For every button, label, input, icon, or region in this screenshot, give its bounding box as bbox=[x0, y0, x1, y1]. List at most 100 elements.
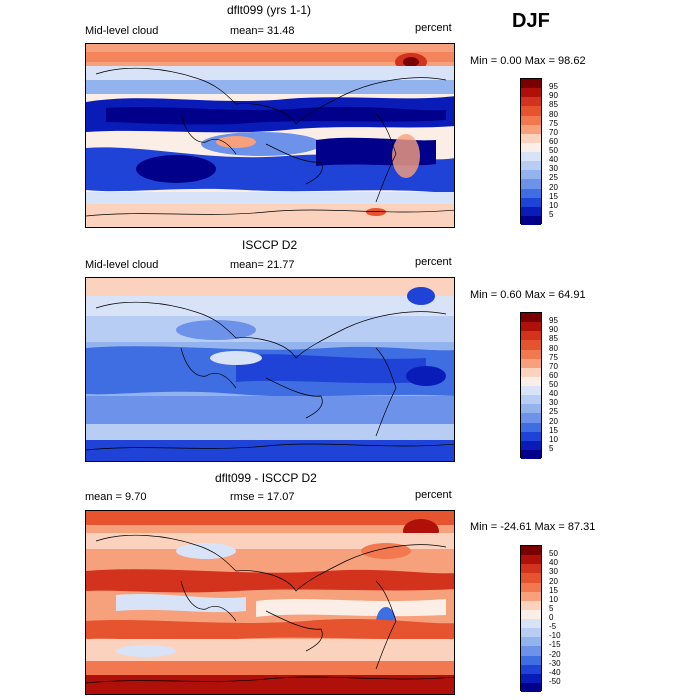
colorbar-tick-label: 30 bbox=[549, 567, 558, 577]
panel1-field: Mid-level cloud bbox=[85, 25, 159, 37]
colorbar-swatch bbox=[521, 124, 541, 134]
colorbar-tick-label: 50 bbox=[549, 380, 558, 389]
colorbar-swatch bbox=[521, 376, 541, 386]
colorbar-tick-label: 40 bbox=[549, 155, 558, 165]
panel2-map bbox=[85, 277, 455, 462]
colorbar-tick-label: 95 bbox=[549, 316, 558, 326]
colorbar-tick-label: -40 bbox=[549, 667, 561, 677]
colorbar-tick-label: 20 bbox=[549, 182, 558, 192]
colorbar-tick-label: 40 bbox=[549, 558, 558, 568]
colorbar-swatch bbox=[521, 395, 541, 405]
colorbar-tick-label: 90 bbox=[549, 325, 558, 335]
panel2-field: Mid-level cloud bbox=[85, 259, 159, 271]
colorbar-tick-label: 50 bbox=[549, 146, 558, 155]
panel2-map-field bbox=[86, 278, 454, 461]
colorbar-tick-label: 70 bbox=[549, 361, 558, 371]
colorbar-swatch bbox=[521, 413, 541, 423]
panel1-title: dflt099 (yrs 1-1) bbox=[227, 3, 312, 17]
colorbar-tick-label: 15 bbox=[549, 425, 558, 435]
colorbar-tick-label: -30 bbox=[549, 658, 561, 668]
colorbar-swatch bbox=[521, 673, 541, 683]
colorbar-swatch bbox=[521, 591, 541, 601]
colorbar-tick-label: -15 bbox=[549, 640, 561, 650]
colorbar-tick-label: 15 bbox=[549, 585, 558, 595]
colorbar-tick-label: 85 bbox=[549, 100, 558, 110]
colorbar-tick-label: 20 bbox=[549, 576, 558, 586]
panel3-map-field bbox=[86, 511, 454, 694]
panel1-units: percent bbox=[415, 22, 452, 34]
panel2-title: ISCCP D2 bbox=[242, 238, 298, 252]
colorbar-tick-label: 5 bbox=[549, 603, 554, 613]
panel1-map bbox=[85, 43, 455, 228]
colorbar-tick-label: 20 bbox=[549, 416, 558, 426]
panel1-mean: mean= 31.48 bbox=[230, 25, 295, 37]
colorbar-tick-label: -5 bbox=[549, 622, 557, 632]
colorbar-swatch bbox=[521, 386, 541, 396]
colorbar-tick-label: -10 bbox=[549, 631, 561, 641]
colorbar-swatch bbox=[521, 404, 541, 414]
colorbar-swatch bbox=[521, 440, 541, 450]
colorbar-tick-label: 75 bbox=[549, 352, 558, 362]
panel3-minmax: Min = -24.61 Max = 87.31 bbox=[470, 521, 596, 533]
colorbar-swatch bbox=[521, 431, 541, 441]
colorbar-swatch bbox=[521, 88, 541, 98]
colorbar-tick-label: 10 bbox=[549, 594, 558, 604]
colorbar-swatch bbox=[521, 313, 541, 323]
colorbar-swatch bbox=[521, 682, 541, 692]
panel2-mean: mean= 21.77 bbox=[230, 259, 295, 271]
colorbar-swatch bbox=[521, 97, 541, 107]
colorbar-tick-label: -20 bbox=[549, 649, 561, 659]
colorbar-tick-label: 30 bbox=[549, 164, 558, 174]
colorbar-tick-label: 50 bbox=[549, 549, 558, 559]
colorbar-tick-label: 30 bbox=[549, 398, 558, 408]
colorbar-tick-label: 75 bbox=[549, 118, 558, 128]
colorbar-swatch bbox=[521, 161, 541, 171]
colorbar-tick-label: 0 bbox=[549, 613, 554, 622]
colorbar-swatch bbox=[521, 197, 541, 207]
colorbar-swatch bbox=[521, 555, 541, 565]
colorbar-swatch bbox=[521, 664, 541, 674]
colorbar-tick-label: 10 bbox=[549, 200, 558, 210]
colorbar-tick-label: 5 bbox=[549, 209, 554, 219]
colorbar-swatch bbox=[521, 564, 541, 574]
colorbar-swatch bbox=[521, 367, 541, 377]
panel1-colorbar bbox=[520, 78, 542, 225]
colorbar-swatch bbox=[521, 215, 541, 225]
colorbar-tick-label: 80 bbox=[549, 343, 558, 353]
colorbar-swatch bbox=[521, 546, 541, 556]
colorbar-tick-label: 10 bbox=[549, 434, 558, 444]
colorbar-tick-label: 60 bbox=[549, 136, 558, 146]
colorbar-swatch bbox=[521, 152, 541, 162]
colorbar-swatch bbox=[521, 79, 541, 89]
colorbar-swatch bbox=[521, 340, 541, 350]
colorbar-swatch bbox=[521, 206, 541, 216]
colorbar-swatch bbox=[521, 600, 541, 610]
panel3-title: dflt099 - ISCCP D2 bbox=[215, 471, 317, 485]
colorbar-swatch bbox=[521, 422, 541, 432]
colorbar-tick-label: 95 bbox=[549, 82, 558, 92]
colorbar-swatch bbox=[521, 106, 541, 116]
panel1-map-field bbox=[86, 44, 454, 227]
colorbar-tick-label: 85 bbox=[549, 334, 558, 344]
panel3-map bbox=[85, 510, 455, 695]
colorbar-swatch bbox=[521, 142, 541, 152]
colorbar-swatch bbox=[521, 609, 541, 619]
colorbar-tick-label: 25 bbox=[549, 173, 558, 183]
colorbar-swatch bbox=[521, 170, 541, 180]
colorbar-swatch bbox=[521, 655, 541, 665]
panel3-colorbar bbox=[520, 545, 542, 692]
colorbar-swatch bbox=[521, 573, 541, 583]
panel1-minmax: Min = 0.00 Max = 98.62 bbox=[470, 55, 586, 67]
colorbar-tick-label: 60 bbox=[549, 370, 558, 380]
colorbar-swatch bbox=[521, 322, 541, 332]
colorbar-swatch bbox=[521, 331, 541, 341]
colorbar-swatch bbox=[521, 449, 541, 459]
colorbar-tick-label: 90 bbox=[549, 91, 558, 101]
colorbar-swatch bbox=[521, 188, 541, 198]
season-label: DJF bbox=[512, 10, 550, 32]
colorbar-swatch bbox=[521, 115, 541, 125]
panel2-minmax: Min = 0.60 Max = 64.91 bbox=[470, 289, 586, 301]
colorbar-swatch bbox=[521, 582, 541, 592]
colorbar-tick-label: 25 bbox=[549, 407, 558, 417]
colorbar-tick-label: 70 bbox=[549, 127, 558, 137]
